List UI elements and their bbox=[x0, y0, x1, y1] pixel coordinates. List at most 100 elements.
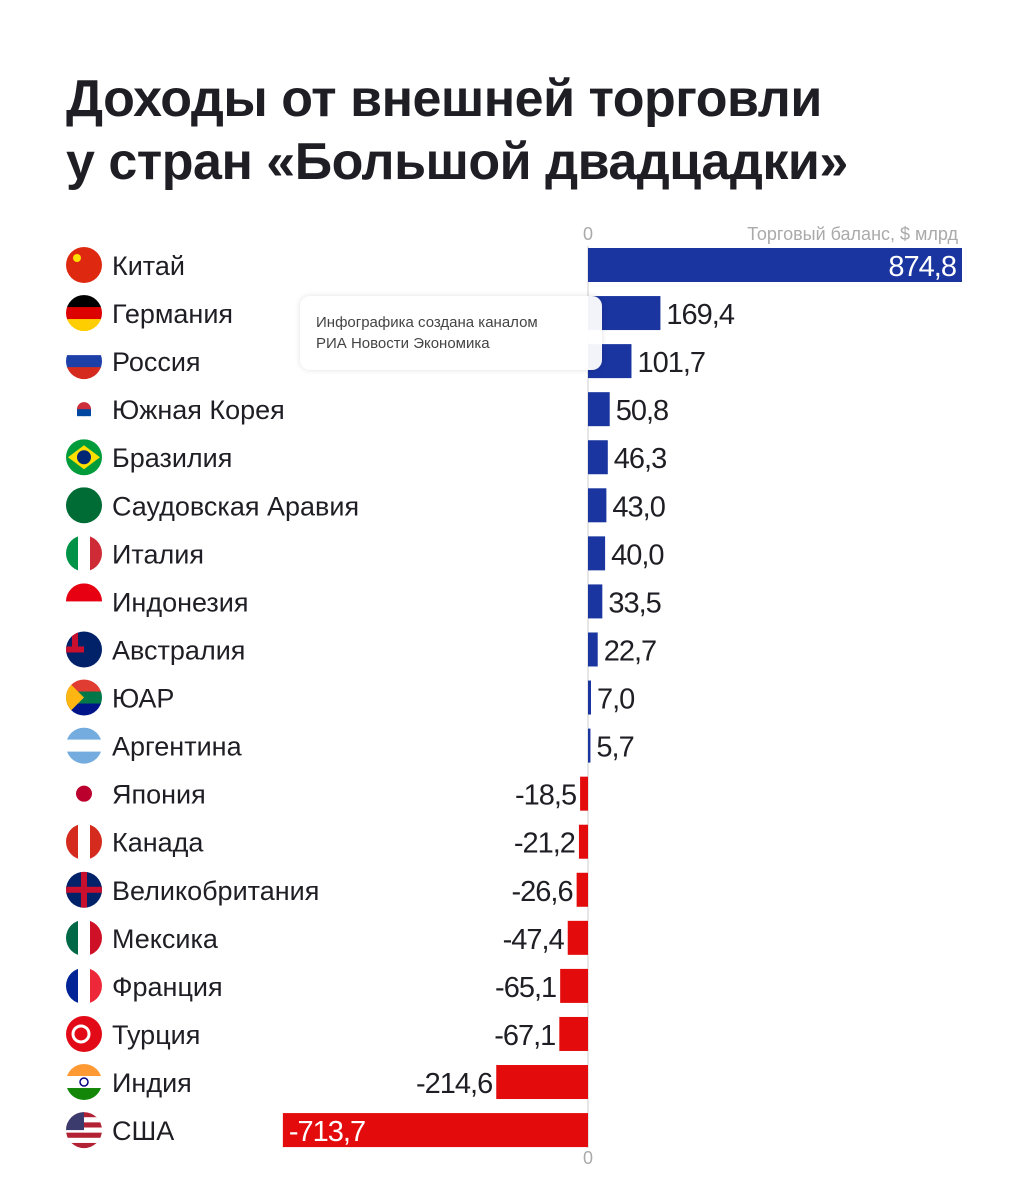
flag-germany-icon bbox=[66, 295, 102, 332]
flag-uk-icon bbox=[66, 871, 102, 908]
bar bbox=[560, 968, 588, 1003]
flag-canada-icon bbox=[66, 823, 102, 860]
value-label: 22,7 bbox=[604, 635, 656, 667]
value-label: 33,5 bbox=[608, 587, 660, 619]
flag-indonesia-icon bbox=[66, 583, 102, 620]
watermark: Инфографика создана каналом РИА Новости … bbox=[300, 296, 602, 370]
bar bbox=[588, 680, 591, 715]
chart-row: Турция -67,1 bbox=[66, 1015, 588, 1052]
bar bbox=[580, 776, 588, 811]
category-label: Германия bbox=[112, 299, 233, 329]
watermark-line-1: Инфографика создана каналом bbox=[316, 314, 538, 331]
value-label: -26,6 bbox=[512, 876, 573, 908]
bar bbox=[588, 728, 591, 763]
chart-row: Россия 101,7 bbox=[66, 343, 706, 380]
chart-row: Индия -214,6 bbox=[66, 1064, 588, 1101]
value-label: -47,4 bbox=[503, 924, 565, 956]
value-label: 5,7 bbox=[596, 732, 633, 764]
chart-row: Австралия 22,7 bbox=[66, 631, 657, 668]
flag-australia-icon bbox=[66, 631, 102, 668]
zero-tick-top: 0 bbox=[583, 224, 593, 244]
chart-row: Франция -65,1 bbox=[66, 967, 588, 1004]
chart-row: Великобритания -26,6 bbox=[66, 871, 588, 908]
page-title: Доходы от внешней торговли у стран «Больш… bbox=[66, 68, 848, 194]
category-label: Индия bbox=[112, 1068, 192, 1098]
chart-row: Индонезия 33,5 bbox=[66, 583, 662, 620]
category-label: Франция bbox=[112, 972, 223, 1002]
value-label: -21,2 bbox=[514, 828, 575, 860]
chart-row: США -713,7 bbox=[66, 1112, 588, 1149]
chart-row: Аргентина 5,7 bbox=[66, 727, 635, 764]
flag-saudi-arabia-icon bbox=[66, 487, 102, 524]
category-label: Великобритания bbox=[112, 876, 319, 906]
flag-usa-icon bbox=[66, 1112, 102, 1149]
flag-italy-icon bbox=[66, 535, 102, 572]
bar bbox=[588, 488, 607, 523]
category-label: Мексика bbox=[112, 924, 219, 954]
category-label: Канада bbox=[112, 828, 204, 858]
category-label: Япония bbox=[112, 780, 206, 810]
chart-row: Мексика -47,4 bbox=[66, 919, 588, 956]
value-label: 874,8 bbox=[888, 251, 956, 283]
flag-south-korea-icon bbox=[66, 391, 102, 428]
chart-row: Бразилия 46,3 bbox=[66, 439, 667, 476]
value-label: 43,0 bbox=[612, 491, 664, 523]
watermark-line-2: РИА Новости Экономика bbox=[316, 335, 490, 352]
value-label: -67,1 bbox=[494, 1020, 555, 1052]
value-label: 40,0 bbox=[611, 539, 663, 571]
bar bbox=[559, 1016, 588, 1051]
value-label: -18,5 bbox=[515, 780, 576, 812]
value-label: -65,1 bbox=[495, 972, 556, 1004]
chart-row: Саудовская Аравия 43,0 bbox=[66, 487, 666, 524]
flag-brazil-icon bbox=[66, 439, 102, 476]
bar bbox=[282, 1113, 588, 1148]
zero-tick-bottom: 0 bbox=[583, 1148, 593, 1168]
flag-mexico-icon bbox=[66, 919, 102, 956]
bar bbox=[588, 440, 608, 475]
title-line-1: Доходы от внешней торговли bbox=[66, 70, 822, 128]
bar bbox=[588, 392, 610, 427]
chart-row: Канада -21,2 bbox=[66, 823, 588, 860]
flag-france-icon bbox=[66, 967, 102, 1004]
bar bbox=[578, 824, 588, 859]
flag-argentina-icon bbox=[66, 727, 102, 764]
flag-south-africa-icon bbox=[66, 679, 102, 716]
bar bbox=[588, 584, 603, 619]
category-label: Китай bbox=[112, 251, 185, 281]
category-label: Турция bbox=[112, 1020, 200, 1050]
value-label: -713,7 bbox=[289, 1116, 365, 1148]
flag-japan-icon bbox=[66, 775, 102, 812]
category-label: Саудовская Аравия bbox=[112, 491, 359, 521]
value-label: 7,0 bbox=[597, 684, 634, 716]
x-axis-label: Торговый баланс, $ млрд bbox=[747, 224, 958, 244]
bar bbox=[567, 920, 588, 955]
chart-row: Италия 40,0 bbox=[66, 535, 665, 572]
category-label: США bbox=[112, 1116, 174, 1146]
flag-russia-icon bbox=[66, 343, 102, 380]
flag-india-icon bbox=[66, 1064, 102, 1101]
bar bbox=[588, 536, 606, 571]
chart-row: Япония -18,5 bbox=[66, 775, 588, 812]
category-label: ЮАР bbox=[112, 684, 174, 714]
flag-turkey-icon bbox=[66, 1015, 102, 1052]
title-line-2: у стран «Большой двадцадки» bbox=[66, 133, 848, 191]
category-label: Италия bbox=[112, 539, 204, 569]
value-label: 101,7 bbox=[637, 347, 705, 379]
bar bbox=[576, 872, 588, 907]
bar bbox=[496, 1065, 588, 1100]
chart-row: Южная Корея 50,8 bbox=[66, 391, 669, 428]
category-label: Бразилия bbox=[112, 443, 232, 473]
category-label: Аргентина bbox=[112, 732, 243, 762]
category-label: Южная Корея bbox=[112, 395, 285, 425]
flag-china-icon bbox=[66, 247, 102, 283]
bar bbox=[588, 248, 962, 282]
chart-row: ЮАР 7,0 bbox=[66, 679, 635, 716]
value-label: 46,3 bbox=[614, 443, 666, 475]
value-label: 169,4 bbox=[666, 299, 734, 331]
chart-row: Китай 874,8 bbox=[66, 247, 962, 283]
category-label: Россия bbox=[112, 347, 201, 377]
category-label: Индонезия bbox=[112, 587, 249, 617]
bar bbox=[588, 632, 598, 667]
